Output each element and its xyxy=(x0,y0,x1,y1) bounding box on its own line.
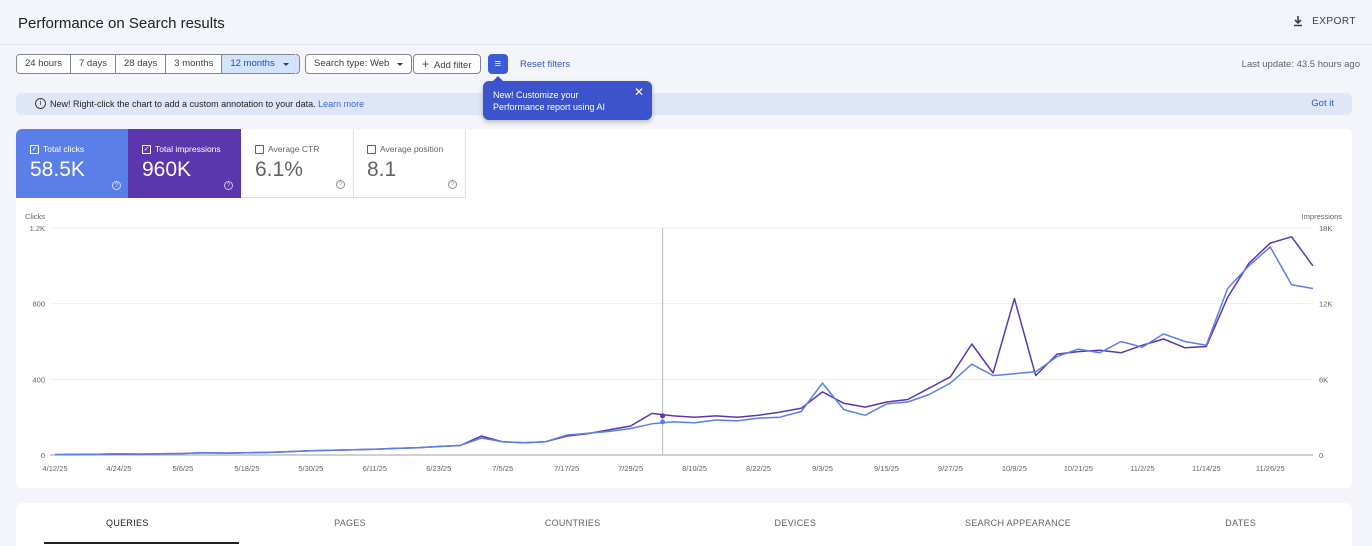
metric-average-ctr[interactable]: Average CTR 6.1% ? xyxy=(241,129,354,198)
x-tick-label: 8/22/25 xyxy=(746,464,771,473)
help-icon[interactable]: ? xyxy=(224,181,233,190)
metric-value: 58.5K xyxy=(30,158,85,181)
metric-average-position[interactable]: Average position 8.1 ? xyxy=(353,129,466,198)
range-7-days[interactable]: 7 days xyxy=(70,55,116,73)
search-type-dropdown[interactable]: Search type: Web xyxy=(305,54,413,74)
left-axis-label: Clicks xyxy=(25,212,45,221)
right-tick-label: 12K xyxy=(1319,300,1332,309)
date-range-selector: 24 hours 7 days 28 days 3 months 12 mont… xyxy=(16,54,300,74)
x-tick-label: 4/12/25 xyxy=(42,464,67,473)
x-tick-label: 5/30/25 xyxy=(298,464,323,473)
help-icon[interactable]: ? xyxy=(448,180,457,189)
x-tick-label: 8/10/25 xyxy=(682,464,707,473)
series-line-clicks xyxy=(54,246,1314,456)
page-header: Performance on Search results EXPORT xyxy=(0,0,1372,45)
tab-queries[interactable]: QUERIES xyxy=(16,503,239,546)
right-tick-label: 0 xyxy=(1319,451,1323,460)
left-tick-label: 800 xyxy=(32,300,45,309)
x-tick-label: 11/14/25 xyxy=(1192,464,1221,473)
metric-total-clicks[interactable]: ✓ Total clicks 58.5K ? xyxy=(16,129,129,198)
page-title: Performance on Search results xyxy=(18,15,225,32)
range-3-months[interactable]: 3 months xyxy=(166,55,223,73)
x-tick-label: 4/24/25 xyxy=(106,464,131,473)
range-24-hours[interactable]: 24 hours xyxy=(17,55,71,73)
annotation-banner: i New! Right-click the chart to add a cu… xyxy=(16,93,1352,115)
checkbox-checked-icon[interactable]: ✓ xyxy=(142,144,151,154)
x-tick-label: 5/6/25 xyxy=(172,464,193,473)
tab-countries[interactable]: COUNTRIES xyxy=(544,518,601,528)
metric-value: 960K xyxy=(142,158,192,181)
x-tick-label: 9/3/25 xyxy=(812,464,833,473)
left-tick-label: 1.2K xyxy=(30,224,45,233)
tab-devices[interactable]: DEVICES xyxy=(774,518,817,528)
x-tick-label: 7/29/25 xyxy=(618,464,643,473)
chevron-down-icon xyxy=(397,63,404,69)
dimension-tabs: QUERIES PAGES COUNTRIES DEVICES SEARCH A… xyxy=(16,503,1352,546)
metric-label: Total impressions xyxy=(155,144,221,154)
metric-total-impressions[interactable]: ✓ Total impressions 960K ? xyxy=(128,129,241,198)
right-tick-label: 18K xyxy=(1319,224,1332,233)
tooltip-text: New! Customize your Performance report u… xyxy=(493,90,606,112)
export-button[interactable]: EXPORT xyxy=(1292,15,1356,27)
search-type-label: Search type: Web xyxy=(314,58,390,69)
help-icon[interactable]: ? xyxy=(112,181,121,190)
right-tick-label: 6K xyxy=(1319,375,1328,384)
banner-text: New! Right-click the chart to add a cust… xyxy=(50,99,316,109)
last-update: Last update: 43.5 hours ago xyxy=(1241,59,1360,70)
range-28-days[interactable]: 28 days xyxy=(115,55,167,73)
x-tick-label: 9/15/25 xyxy=(874,464,899,473)
close-icon[interactable]: ✕ xyxy=(633,85,644,99)
help-icon[interactable]: ? xyxy=(336,180,345,189)
tab-pages[interactable]: PAGES xyxy=(334,518,366,528)
learn-more-link[interactable]: Learn more xyxy=(318,99,365,109)
export-label: EXPORT xyxy=(1312,15,1356,27)
filter-sparkle-icon: ≡ xyxy=(494,58,502,70)
add-filter-label: Add filter xyxy=(434,60,472,71)
x-tick-label: 7/17/25 xyxy=(554,464,579,473)
x-tick-label: 9/27/25 xyxy=(938,464,963,473)
x-tick-label: 11/26/25 xyxy=(1256,464,1285,473)
metric-label: Average CTR xyxy=(268,144,320,154)
x-tick-label: 6/23/25 xyxy=(426,464,451,473)
divider xyxy=(295,54,296,74)
x-tick-label: 11/2/25 xyxy=(1130,464,1154,473)
ai-tooltip: New! Customize your Performance report u… xyxy=(483,76,652,120)
left-tick-label: 400 xyxy=(32,375,45,384)
tab-search-appearance[interactable]: SEARCH APPEARANCE xyxy=(964,518,1072,528)
left-tick-label: 0 xyxy=(41,451,45,460)
right-axis-label: Impressions xyxy=(1302,212,1343,221)
performance-chart-card: Clicks Impressions 0 0 400 6K 800 12K 1.2K 18K 4/1… xyxy=(16,129,1352,488)
performance-chart[interactable]: Clicks Impressions 0 0 400 6K 800 12K 1.2K 18K 4/1… xyxy=(16,129,1352,488)
metric-label: Total clicks xyxy=(43,144,85,154)
x-tick-label: 7/5/25 xyxy=(492,464,513,473)
x-tick-label: 10/9/25 xyxy=(1002,464,1027,473)
download-icon xyxy=(1294,16,1303,27)
x-tick-label: 10/21/25 xyxy=(1064,464,1093,473)
checkbox-checked-icon[interactable]: ✓ xyxy=(30,144,39,154)
metric-label: Average position xyxy=(380,144,444,154)
plus-icon: + xyxy=(422,57,430,71)
ai-customize-button[interactable]: ≡ xyxy=(488,54,508,74)
range-12-months[interactable]: 12 months xyxy=(222,55,299,73)
x-tick-label: 5/18/25 xyxy=(234,464,259,473)
checkbox-unchecked-icon[interactable] xyxy=(255,144,264,154)
hover-point-clicks xyxy=(660,419,666,425)
checkbox-unchecked-icon[interactable] xyxy=(367,144,376,154)
tab-dates[interactable]: DATES xyxy=(1225,518,1257,528)
reset-filters-link[interactable]: Reset filters xyxy=(520,59,571,70)
metric-value: 6.1% xyxy=(255,158,303,181)
x-tick-label: 6/11/25 xyxy=(363,464,387,473)
hover-point-impressions xyxy=(660,413,666,419)
info-icon: i xyxy=(35,98,46,109)
metric-value: 8.1 xyxy=(367,158,397,181)
got-it-button[interactable]: Got it xyxy=(1311,98,1334,109)
add-filter-button[interactable]: + Add filter xyxy=(413,54,481,74)
